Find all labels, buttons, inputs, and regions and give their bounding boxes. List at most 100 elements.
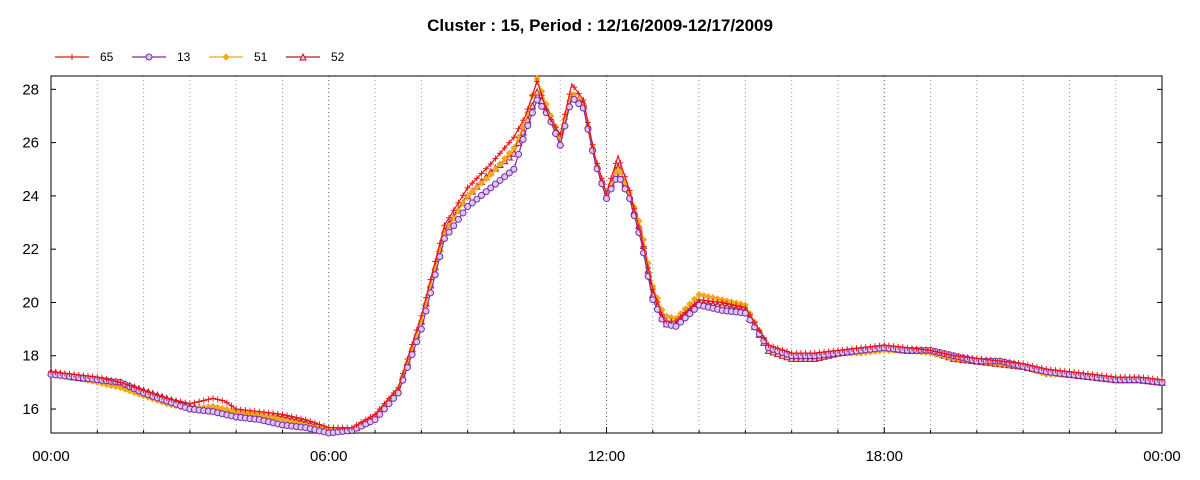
plus-marker	[881, 342, 888, 349]
plus-marker	[223, 399, 230, 406]
plus-marker	[737, 303, 744, 310]
plus-marker	[700, 297, 707, 304]
diamond-marker	[468, 188, 476, 196]
diamond-marker	[477, 179, 486, 187]
series-13	[47, 95, 1166, 437]
circle-marker	[482, 188, 490, 196]
plus-marker	[575, 90, 582, 97]
plus-marker	[978, 355, 985, 362]
circle-marker	[473, 195, 481, 203]
plus-marker	[85, 372, 92, 379]
plus-marker	[422, 294, 429, 301]
plus-marker	[205, 396, 212, 403]
plus-marker	[1015, 360, 1022, 367]
circle-marker	[459, 209, 467, 217]
plus-marker	[464, 184, 471, 191]
y-tick-label: 26	[22, 135, 39, 152]
plus-marker	[557, 131, 564, 138]
plus-marker	[973, 355, 980, 362]
legend-label: 52	[331, 50, 345, 64]
diamond-marker	[473, 183, 481, 191]
plus-marker	[432, 258, 439, 265]
series-markers-13	[47, 95, 1166, 437]
plus-marker	[450, 207, 457, 214]
plus-marker	[871, 343, 878, 350]
plus-marker	[98, 375, 105, 382]
plus-marker	[774, 345, 781, 352]
legend: 65 13 51 52	[55, 50, 345, 64]
plus-marker	[61, 370, 68, 377]
plus-marker	[779, 346, 786, 353]
plus-marker	[825, 348, 832, 355]
plus-marker	[598, 175, 605, 182]
plus-marker	[867, 343, 874, 350]
plus-marker	[941, 350, 948, 357]
plus-marker	[1080, 370, 1087, 377]
legend-item-51: 51	[209, 50, 268, 64]
plus-marker	[705, 297, 712, 304]
plus-marker	[436, 240, 443, 247]
plus-marker	[483, 165, 490, 172]
circle-marker	[649, 296, 657, 304]
legend-item-65: 65	[55, 50, 114, 64]
plus-marker	[348, 424, 355, 431]
legend-item-52: 52	[286, 50, 345, 64]
plus-marker	[1145, 375, 1152, 382]
diamond-marker	[487, 171, 495, 179]
plus-marker	[622, 173, 629, 180]
plus-marker	[747, 312, 754, 319]
plus-marker	[709, 298, 716, 305]
plus-marker	[1052, 367, 1059, 374]
series-markers-51	[47, 75, 1166, 434]
x-tick-label: 18:00	[865, 448, 903, 465]
plus-marker	[1034, 363, 1041, 370]
circle-marker	[417, 325, 425, 333]
plus-marker	[1089, 371, 1096, 378]
plus-marker	[293, 414, 300, 421]
plus-marker	[497, 150, 504, 157]
series-layer	[47, 75, 1166, 437]
y-tick-label: 22	[22, 241, 39, 258]
plus-marker	[228, 402, 235, 409]
plus-marker	[413, 327, 420, 334]
circle-marker	[145, 53, 153, 61]
plus-marker	[691, 301, 698, 308]
plus-marker	[126, 382, 133, 389]
plus-marker	[1020, 360, 1027, 367]
plus-marker	[1029, 362, 1036, 369]
plus-marker	[122, 380, 129, 387]
circle-marker	[556, 141, 564, 149]
triangle-marker	[514, 138, 523, 147]
plus-marker	[645, 264, 652, 271]
plus-marker	[580, 96, 587, 103]
plus-marker	[918, 346, 925, 353]
circle-marker	[468, 199, 476, 207]
plus-marker	[895, 343, 902, 350]
triangle-marker	[299, 52, 307, 61]
plus-marker	[242, 407, 249, 414]
plus-marker	[131, 384, 138, 391]
plus-marker	[103, 376, 110, 383]
circle-marker	[510, 165, 518, 173]
plus-marker	[515, 125, 522, 132]
plus-marker	[529, 92, 536, 99]
circle-marker	[570, 95, 578, 103]
plus-marker	[1071, 369, 1078, 376]
plus-marker	[1061, 368, 1068, 375]
x-tick-label: 00:00	[1143, 448, 1181, 465]
plus-marker	[909, 345, 916, 352]
plus-marker	[487, 160, 494, 167]
plus-marker	[950, 352, 957, 359]
plus-marker	[1094, 371, 1101, 378]
plus-marker	[969, 354, 976, 361]
plus-marker	[858, 344, 865, 351]
plus-marker	[566, 91, 573, 98]
plus-marker	[186, 400, 193, 407]
plus-marker	[640, 243, 647, 250]
circle-marker	[427, 289, 435, 297]
plot-frame	[50, 75, 1163, 434]
plus-marker	[811, 350, 818, 357]
legend-item-13: 13	[132, 50, 191, 64]
circle-marker	[491, 180, 499, 188]
